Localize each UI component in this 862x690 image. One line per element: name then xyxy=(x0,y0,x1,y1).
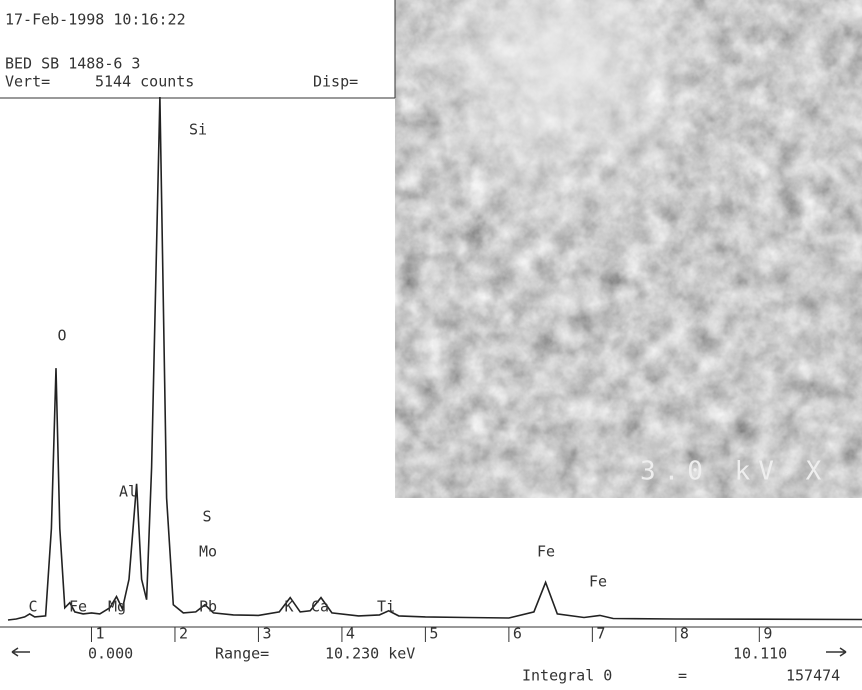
vert-value: 5144 counts xyxy=(95,73,194,91)
sample: BED SB 1488-6 3 xyxy=(5,55,140,73)
disp-label: Disp= xyxy=(313,73,358,91)
x-tick-label: 2 xyxy=(179,625,188,643)
x-tick-label: 4 xyxy=(346,625,355,643)
peak-label: Ti xyxy=(377,598,395,616)
spectrum xyxy=(7,96,862,621)
peak-label: Fe xyxy=(537,543,555,561)
peak-label: Mg xyxy=(108,598,126,616)
x-tick-label: 6 xyxy=(513,625,522,643)
x-tick-label: 9 xyxy=(763,625,772,643)
x-tick-label: 8 xyxy=(680,625,689,643)
peak-label: Pb xyxy=(199,598,217,616)
end-energy: 10.110 xyxy=(733,645,787,663)
integral-value: 157474 xyxy=(786,667,840,685)
peak-label: S xyxy=(202,508,211,526)
peak-label: Ca xyxy=(311,598,329,616)
peak-label: Mo xyxy=(199,543,217,561)
x-tick-label: 1 xyxy=(95,625,104,643)
peak-label: Fe xyxy=(589,573,607,591)
range-value: 10.230 keV xyxy=(325,645,415,663)
peak-label: K xyxy=(284,598,293,616)
peak-label: C xyxy=(28,598,37,616)
right-arrow xyxy=(826,647,847,657)
start-energy: 0.000 xyxy=(88,645,133,663)
vert-label: Vert= xyxy=(5,73,50,91)
timestamp: 17-Feb-1998 10:16:22 xyxy=(5,11,186,29)
integral-equals: = xyxy=(678,667,687,685)
peak-label: Al xyxy=(119,483,137,501)
range-label: Range= xyxy=(215,645,269,663)
peak-label: O xyxy=(57,327,66,345)
peak-label: Si xyxy=(189,121,207,139)
x-tick-label: 3 xyxy=(262,625,271,643)
image-caption: 3.0 kV X xyxy=(640,457,829,487)
peak-label: Fe xyxy=(69,598,87,616)
sem-highlight xyxy=(395,0,862,498)
left-arrow xyxy=(11,647,30,657)
x-tick-label: 5 xyxy=(429,625,438,643)
sem-image: 3.0 kV X xyxy=(395,0,862,498)
x-tick-label: 7 xyxy=(596,625,605,643)
integral-label: Integral 0 xyxy=(522,667,612,685)
